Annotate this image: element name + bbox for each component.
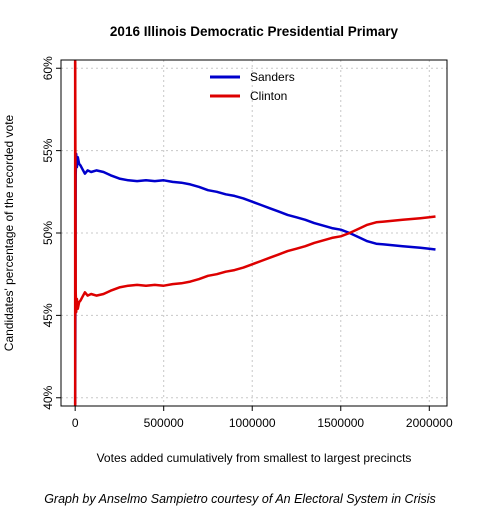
grid-lines bbox=[61, 60, 447, 406]
x-tick-label: 1000000 bbox=[229, 416, 276, 430]
series-lines bbox=[73, 60, 436, 406]
plot-frame bbox=[60, 59, 448, 407]
legend-label-sanders: Sanders bbox=[250, 70, 295, 84]
x-tick-label: 2000000 bbox=[406, 416, 453, 430]
x-tick-label: 500000 bbox=[144, 416, 184, 430]
y-tick-label: 40% bbox=[41, 385, 55, 409]
x-axis: 0 500000 1000000 1500000 2000000 bbox=[72, 406, 453, 430]
x-tick-label: 0 bbox=[72, 416, 79, 430]
y-tick-label: 50% bbox=[41, 221, 55, 245]
series-line-clinton bbox=[73, 61, 436, 314]
legend: Sanders Clinton bbox=[210, 70, 295, 103]
x-tick-label: 1500000 bbox=[317, 416, 364, 430]
y-tick-label: 45% bbox=[41, 303, 55, 327]
y-tick-label: 55% bbox=[41, 138, 55, 162]
y-tick-label: 60% bbox=[41, 56, 55, 80]
credit-caption: Graph by Anselmo Sampietro courtesy of A… bbox=[44, 492, 436, 506]
y-axis-label: Candidates' percentage of the recorded v… bbox=[2, 114, 16, 351]
y-axis: 40% 45% 50% 55% 60% bbox=[41, 56, 61, 410]
x-axis-label: Votes added cumulatively from smallest t… bbox=[97, 451, 412, 465]
chart-title: 2016 Illinois Democratic Presidential Pr… bbox=[110, 24, 399, 39]
series-line-sanders bbox=[73, 152, 436, 405]
legend-label-clinton: Clinton bbox=[250, 89, 287, 103]
